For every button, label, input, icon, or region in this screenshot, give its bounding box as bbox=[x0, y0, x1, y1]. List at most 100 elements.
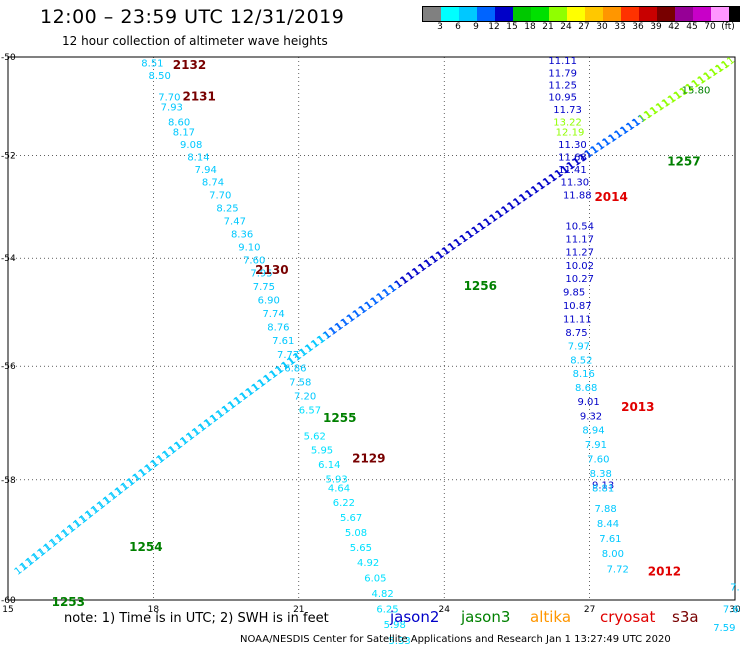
color-scale-label: 36 bbox=[632, 22, 644, 32]
y-tick-label: -52 bbox=[1, 151, 16, 161]
color-scale-label: 70 bbox=[704, 22, 716, 32]
swh-value: 5.08 bbox=[345, 528, 367, 539]
swh-value: 8.74 bbox=[202, 178, 224, 189]
swh-value: 7.47 bbox=[224, 216, 246, 227]
color-swatch bbox=[621, 7, 639, 21]
swh-value: 8.44 bbox=[597, 519, 619, 530]
swh-value: 8.17 bbox=[173, 127, 195, 138]
y-tick-label: -60 bbox=[1, 596, 16, 606]
swh-value: 7.88 bbox=[594, 504, 616, 515]
color-swatch bbox=[531, 7, 549, 21]
swh-value: 4.82 bbox=[372, 589, 394, 600]
swh-value: 7.75 bbox=[253, 282, 275, 293]
swh-value: 11.25 bbox=[548, 81, 577, 92]
swh-value: 11.27 bbox=[565, 248, 594, 259]
color-swatch bbox=[693, 7, 711, 21]
swh-value: 11.79 bbox=[548, 68, 577, 79]
y-tick-label: -54 bbox=[1, 254, 16, 264]
legend-row: note: 1) Time is in UTC; 2) SWH is in fe… bbox=[0, 608, 740, 630]
swh-value: 9.01 bbox=[577, 397, 599, 408]
swh-value: 7.74 bbox=[262, 309, 284, 320]
swh-value: 10.95 bbox=[548, 93, 577, 104]
x-tick-label: 24 bbox=[438, 605, 450, 615]
swh-value: 7.95 bbox=[250, 269, 272, 280]
swh-value: 11.11 bbox=[563, 314, 592, 325]
color-scale-label: 6 bbox=[455, 22, 461, 32]
swh-value: 10.27 bbox=[565, 274, 594, 285]
legend-cryosat: cryosat bbox=[600, 608, 656, 626]
swh-value: 13.22 bbox=[553, 117, 582, 128]
swh-value: 7.61 bbox=[272, 336, 294, 347]
color-scale-label: 27 bbox=[578, 22, 590, 32]
swh-value: 5.62 bbox=[304, 431, 326, 442]
swh-value: 10.02 bbox=[565, 261, 594, 272]
swh-value: 8.52 bbox=[570, 355, 592, 366]
swh-value: 7.20 bbox=[294, 392, 316, 403]
swh-value: 6.86 bbox=[284, 364, 306, 375]
swh-value: 7.94 bbox=[195, 165, 217, 176]
swh-value: 11.88 bbox=[563, 190, 592, 201]
swh-value: 6.90 bbox=[258, 295, 280, 306]
swh-value: 7.93 bbox=[161, 103, 183, 114]
pass-number-label: 2131 bbox=[182, 90, 215, 104]
swh-value: 5.65 bbox=[350, 543, 372, 554]
pass-number-label: 2130 bbox=[255, 263, 288, 277]
color-scale-label: 21 bbox=[542, 22, 554, 32]
legend-jason2: jason2 bbox=[390, 608, 440, 626]
swh-value: 11.30 bbox=[561, 178, 590, 189]
swh-value: 6.25 bbox=[376, 604, 398, 615]
color-swatch bbox=[639, 7, 657, 21]
swh-value: 11.68 bbox=[558, 152, 587, 163]
color-swatch bbox=[441, 7, 459, 21]
color-scale-label: 3 bbox=[437, 22, 443, 32]
swh-value: 5.95 bbox=[311, 446, 333, 457]
color-scale-label: 33 bbox=[614, 22, 626, 32]
swh-value: 7.58 bbox=[289, 378, 311, 389]
swh-value: 6.14 bbox=[318, 460, 340, 471]
x-tick-label: 21 bbox=[293, 605, 304, 615]
swh-value: 11.73 bbox=[553, 105, 582, 116]
swh-value: 4.92 bbox=[357, 558, 379, 569]
color-scale-label: 15 bbox=[506, 22, 518, 32]
swh-value: 8.36 bbox=[231, 229, 253, 240]
legend-s3a: s3a bbox=[672, 608, 699, 626]
swh-value: 8.50 bbox=[149, 71, 171, 82]
color-scale-label: 39 bbox=[650, 22, 662, 32]
swh-value: 6.05 bbox=[364, 574, 386, 585]
swh-value: 7.61 bbox=[599, 534, 621, 545]
swh-value: 9.08 bbox=[180, 140, 202, 151]
swh-value: 4.64 bbox=[328, 484, 350, 495]
color-swatch bbox=[549, 7, 567, 21]
color-scale-labels: 3 6 9 12 15 18 21 24 27 30 33 36 39 42 45 70 (ft) bbox=[422, 22, 740, 34]
x-tick-label: 18 bbox=[148, 605, 160, 615]
pass-number-label: 1256 bbox=[464, 279, 497, 293]
color-scale-label: 18 bbox=[524, 22, 536, 32]
swh-value: 5.33 bbox=[388, 636, 410, 647]
swh-value: 11.30 bbox=[558, 140, 587, 151]
swh-value: 7.97 bbox=[568, 342, 590, 353]
swh-value: 8.14 bbox=[187, 152, 209, 163]
x-tick-label: 15 bbox=[2, 605, 13, 615]
swh-value: 6.22 bbox=[333, 498, 355, 509]
color-scale-label: 24 bbox=[560, 22, 572, 32]
color-scale-label: 30 bbox=[596, 22, 608, 32]
swh-value: 7.59 bbox=[713, 623, 735, 634]
swh-value: 7.60 bbox=[243, 255, 265, 266]
y-tick-label: -56 bbox=[1, 362, 16, 372]
swh-value: 11.11 bbox=[548, 56, 577, 67]
color-scale-label: 42 bbox=[668, 22, 680, 32]
swh-value: 8.00 bbox=[602, 549, 624, 560]
credits-line: NOAA/NESDIS Center for Satellite Applica… bbox=[240, 634, 671, 645]
swh-value: 8.68 bbox=[575, 383, 597, 394]
x-tick-label: 27 bbox=[584, 605, 595, 615]
color-swatch bbox=[567, 7, 585, 21]
swh-value: 7.91 bbox=[585, 440, 607, 451]
swh-value: 5.67 bbox=[340, 513, 362, 524]
pass-number-label: 1253 bbox=[52, 595, 85, 609]
color-swatch bbox=[585, 7, 603, 21]
color-swatch bbox=[423, 7, 441, 21]
color-scale-label: 9 bbox=[473, 22, 479, 32]
swh-value: 9.32 bbox=[580, 411, 602, 422]
map-title: 12:00 – 23:59 UTC 12/31/2019 bbox=[40, 6, 345, 28]
swh-value: 5.93 bbox=[325, 475, 347, 486]
